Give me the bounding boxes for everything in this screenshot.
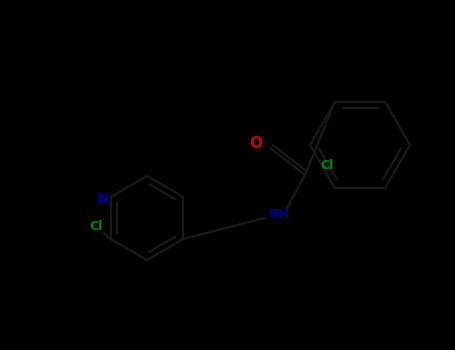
Text: O: O — [249, 136, 263, 152]
Text: NH: NH — [268, 208, 289, 220]
Text: N: N — [97, 192, 108, 206]
Text: Cl: Cl — [320, 159, 334, 172]
Text: Cl: Cl — [89, 220, 102, 233]
